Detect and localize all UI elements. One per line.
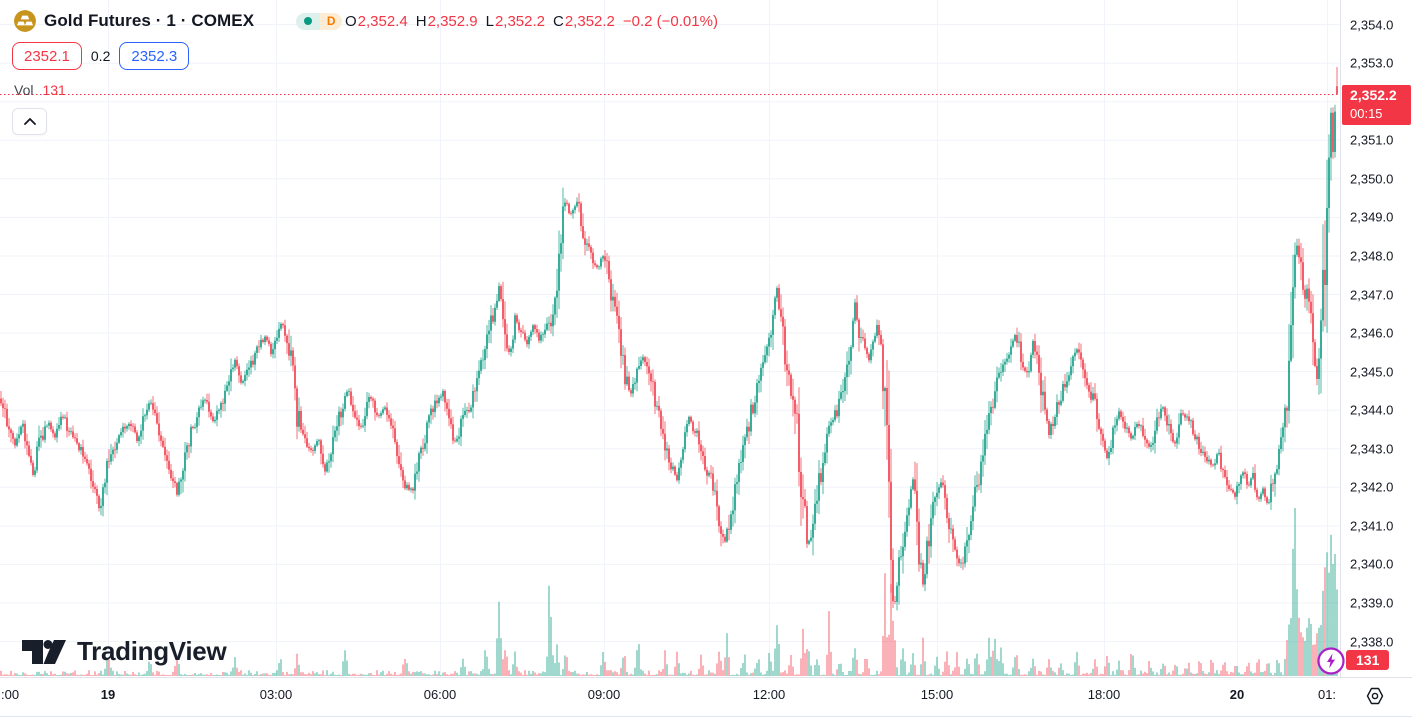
chart-layer	[16, 508, 1338, 676]
chart-layer	[0, 567, 1326, 676]
hexagon-settings-icon	[1366, 687, 1384, 705]
volume-legend: Vol 131	[14, 82, 66, 98]
time-axis-label: 19	[100, 687, 116, 702]
gold-futures-symbol-icon	[14, 10, 36, 32]
delayed-data-badge: D	[320, 12, 343, 30]
axis-settings-button[interactable]	[1360, 682, 1390, 710]
candlestick-chart[interactable]	[0, 0, 1340, 677]
market-status-pill[interactable]: D	[296, 12, 343, 30]
low-value: 2,352.2	[494, 13, 545, 30]
chart-layer	[0, 86, 1338, 602]
bar-countdown: 00:15	[1350, 106, 1383, 121]
flash-boost-icon[interactable]	[1317, 647, 1345, 675]
open-label: O	[345, 13, 357, 30]
high-value: 2,352.9	[427, 13, 478, 30]
close-label: C	[553, 13, 564, 30]
low-label: L	[485, 13, 494, 30]
time-axis-label: :00	[1, 687, 20, 702]
price-axis-label: 2,348.0	[1350, 248, 1394, 264]
price-axis-label: 2,350.0	[1350, 171, 1394, 187]
chevron-up-icon	[23, 118, 36, 125]
chart-layer	[0, 67, 1338, 609]
last-price-value: 2,352.2	[1350, 87, 1397, 103]
tradingview-logo[interactable]: TradingView	[22, 636, 227, 667]
price-axis-label: 2,339.0	[1350, 595, 1394, 611]
volume-label: Vol	[14, 82, 34, 98]
price-axis-label: 2,345.0	[1350, 364, 1394, 380]
open-value: 2,352.4	[357, 13, 408, 30]
last-price-label: 2,352.2 00:15	[1342, 85, 1411, 125]
market-open-dot-icon	[304, 17, 313, 25]
price-axis-label: 2,343.0	[1350, 441, 1394, 457]
collapse-legend-button[interactable]	[12, 108, 47, 135]
price-axis-label: 2,351.0	[1350, 132, 1394, 148]
time-axis-label: 06:00	[423, 687, 457, 702]
time-axis-label: 12:00	[752, 687, 786, 702]
time-axis[interactable]: :00 19 03:00 06:00 09:00 12:00 15:00 18:00 20 01:	[0, 677, 1412, 716]
price-axis-label: 2,338.0	[1350, 634, 1394, 650]
time-axis-label: 01:	[1317, 687, 1337, 702]
tradingview-mark-icon	[22, 639, 66, 664]
price-axis-label: 2,341.0	[1350, 518, 1394, 534]
chart-layer	[16, 111, 1336, 602]
price-axis-label: 2,349.0	[1350, 209, 1394, 225]
change-value: −0.2 (−0.01%)	[622, 13, 718, 30]
symbol-title[interactable]: Gold Futures · 1 · COMEX	[44, 11, 255, 30]
price-axis-label: 2,342.0	[1350, 479, 1394, 495]
price-axis[interactable]: 2,352.2 00:15 131 2,354.02,353.02,352.02…	[1340, 0, 1412, 677]
buy-ask-button[interactable]: 2352.3	[119, 42, 190, 70]
price-axis-label: 2,347.0	[1350, 287, 1394, 302]
time-axis-label: 03:00	[259, 687, 293, 702]
time-axis-label: 20	[1229, 687, 1245, 702]
close-value: 2,352.2	[564, 13, 615, 30]
price-axis-label: 2,346.0	[1350, 325, 1394, 341]
price-axis-label: 2,344.0	[1350, 402, 1394, 418]
time-axis-label: 15:00	[920, 687, 954, 702]
price-axis-label: 2,353.0	[1350, 55, 1394, 71]
price-axis-label: 2,354.0	[1350, 17, 1394, 33]
time-axis-label: 09:00	[587, 687, 621, 702]
chart-layer	[16, 104, 1336, 611]
time-axis-label: 18:00	[1087, 687, 1121, 702]
ohlc-legend: O 2,352.4 H 2,352.9 L 2,352.2 C 2,352.2 −0.2…	[345, 13, 718, 30]
chart-layer	[0, 24, 1340, 643]
bid-ask-spread: 0.2	[90, 48, 111, 64]
price-axis-label: 2,340.0	[1350, 556, 1394, 572]
tradingview-logo-text: TradingView	[77, 636, 227, 666]
high-label: H	[415, 13, 427, 30]
sell-bid-button[interactable]: 2352.1	[12, 42, 82, 70]
volume-axis-badge: 131	[1346, 650, 1390, 670]
volume-value: 131	[42, 82, 66, 98]
